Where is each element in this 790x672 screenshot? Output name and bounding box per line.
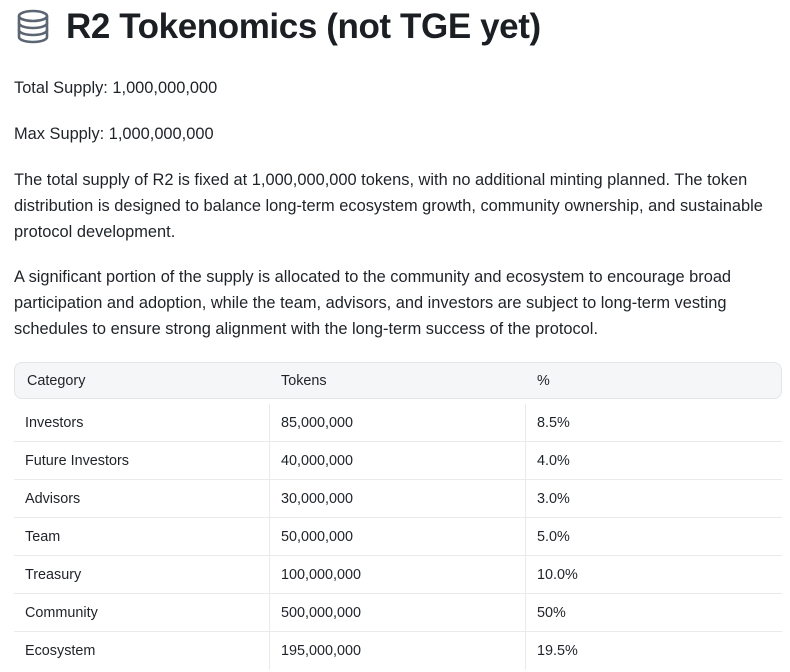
tokenomics-table-container: Category Tokens % Investors 85,000,000 8… <box>14 362 782 670</box>
cell-category: Ecosystem <box>25 643 96 659</box>
table-row: Investors 85,000,000 8.5% <box>14 404 782 442</box>
table-row: Treasury 100,000,000 10.0% <box>14 556 782 594</box>
header-tokens: Tokens <box>269 362 525 399</box>
cell-category: Investors <box>14 404 269 442</box>
cell-percent: 10.0% <box>525 556 782 594</box>
cell-percent: 5.0% <box>525 518 782 556</box>
database-coins-icon <box>14 8 52 46</box>
title-row: R2 Tokenomics (not TGE yet) <box>14 1 776 53</box>
max-supply-text: Max Supply: 1,000,000,000 <box>14 125 214 143</box>
table-row: Future Investors 40,000,000 4.0% <box>14 442 782 480</box>
cell-percent: 19.5% <box>525 632 782 670</box>
page-title: R2 Tokenomics (not TGE yet) <box>66 7 541 46</box>
header-percent: % <box>525 362 782 399</box>
cell-category: Treasury <box>14 556 269 594</box>
cell-tokens: 195,000,000 <box>269 632 525 670</box>
cell-tokens: 50,000,000 <box>269 518 525 556</box>
cell-category: Team <box>14 518 269 556</box>
table-row: Advisors 30,000,000 3.0% <box>14 480 782 518</box>
cell-percent: 50% <box>525 594 782 632</box>
cell-percent: 8.5% <box>525 404 782 442</box>
supply-description-paragraph: The total supply of R2 is fixed at 1,000… <box>14 171 763 241</box>
cell-tokens: 85,000,000 <box>269 404 525 442</box>
table-row: Community 500,000,000 50% <box>14 594 782 632</box>
cell-percent: 4.0% <box>525 442 782 480</box>
table-header-row: Category Tokens % <box>14 362 782 399</box>
cell-tokens: 40,000,000 <box>269 442 525 480</box>
cell-category: Advisors <box>14 480 269 518</box>
cell-percent: 3.0% <box>525 480 782 518</box>
header-category: Category <box>14 362 269 399</box>
table-row: Ecosystem 195,000,000 19.5% <box>14 632 782 670</box>
cell-tokens: 500,000,000 <box>269 594 525 632</box>
allocation-description-paragraph: A significant portion of the supply is a… <box>14 268 732 338</box>
cell-category: Community <box>14 594 269 632</box>
cell-tokens: 30,000,000 <box>269 480 525 518</box>
total-supply-text: Total Supply: 1,000,000,000 <box>14 79 218 97</box>
tokenomics-table: Category Tokens % Investors 85,000,000 8… <box>14 362 782 670</box>
table-row: Team 50,000,000 5.0% <box>14 518 782 556</box>
cell-category: Future Investors <box>14 442 269 480</box>
cell-tokens: 100,000,000 <box>269 556 525 594</box>
